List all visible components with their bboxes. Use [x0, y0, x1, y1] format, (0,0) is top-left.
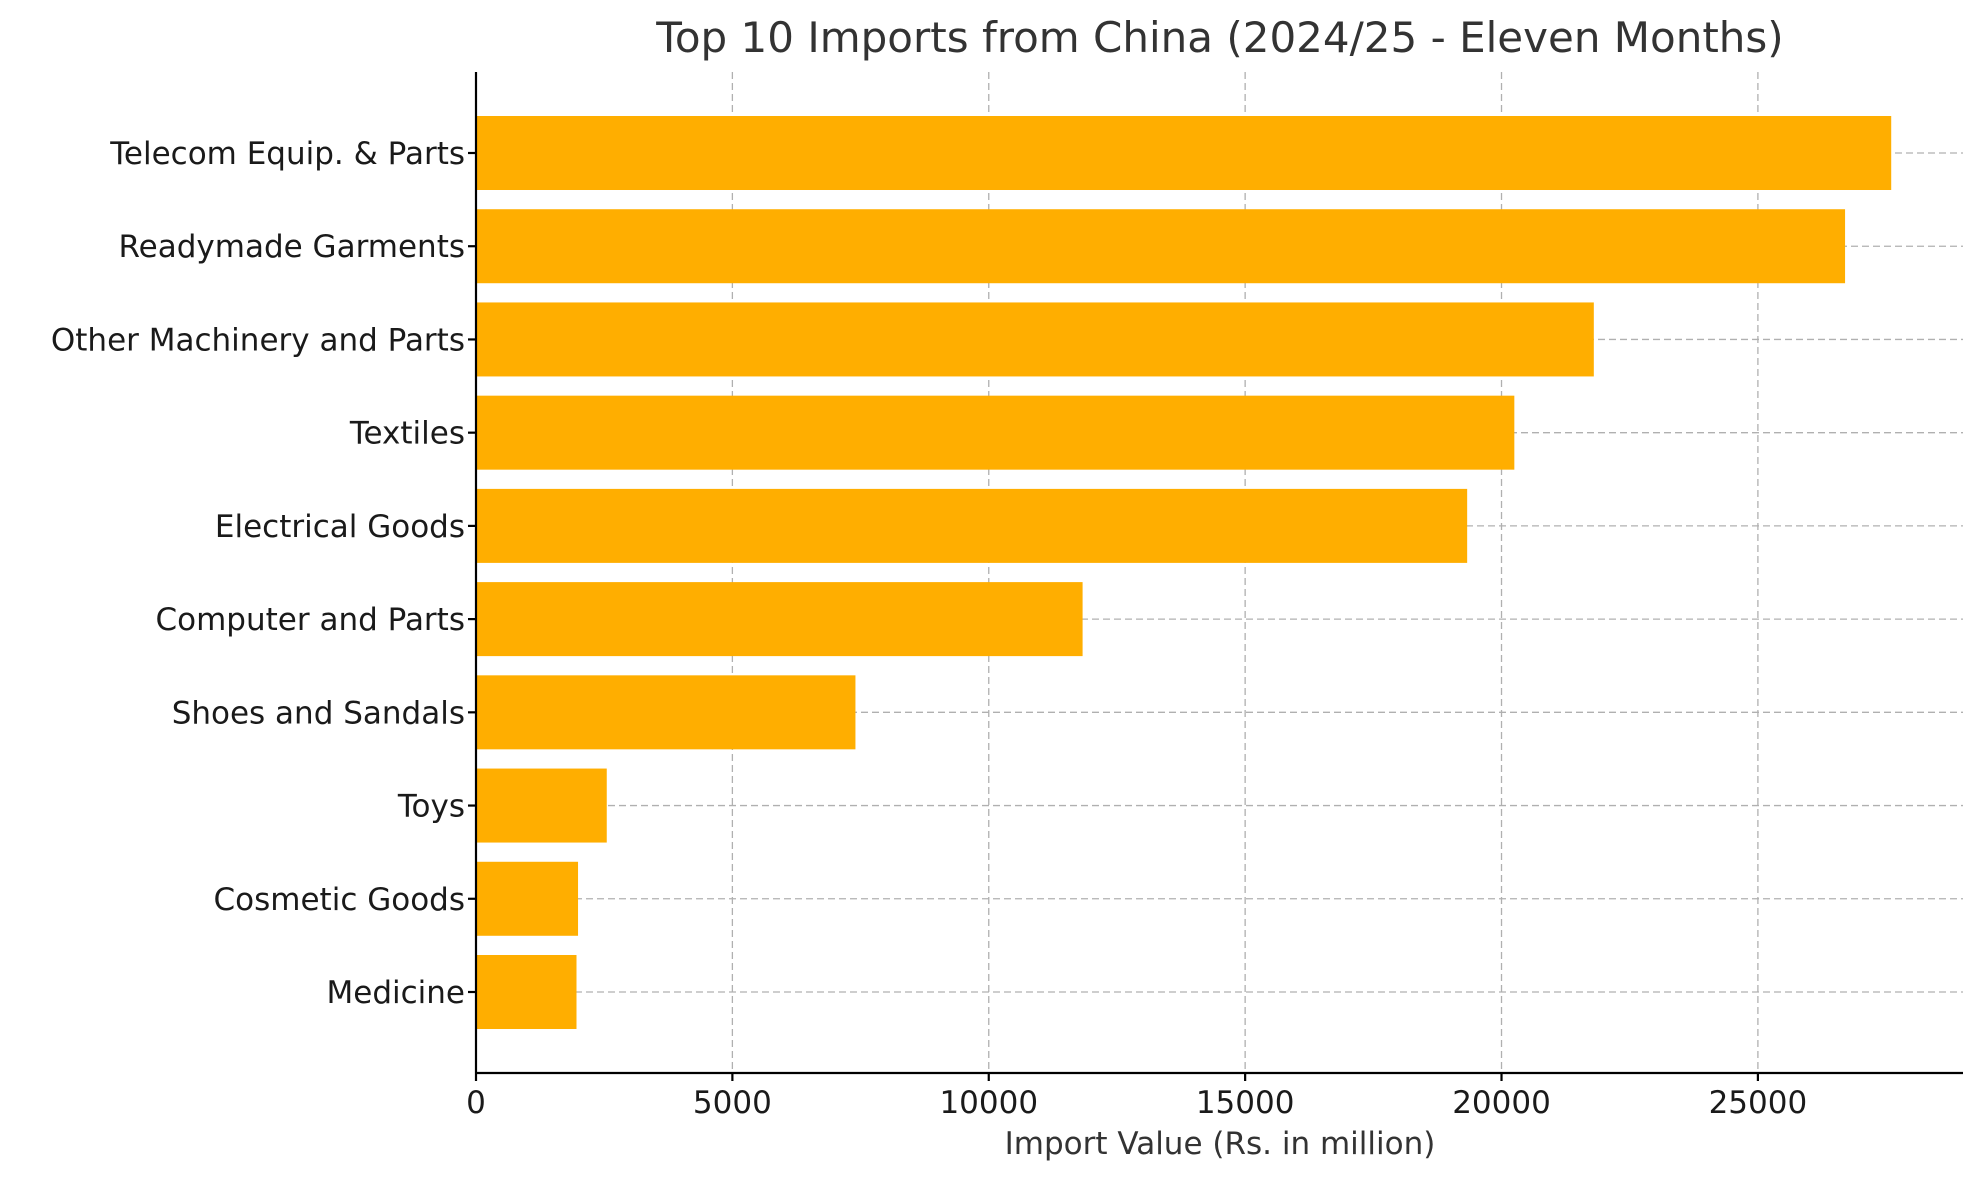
bar — [476, 395, 1515, 470]
x-tick-label: 25000 — [1709, 1085, 1808, 1121]
category-label: Cosmetic Goods — [214, 882, 465, 918]
bar — [476, 675, 856, 750]
x-tick-label: 20000 — [1452, 1085, 1551, 1121]
category-label: Medicine — [327, 975, 466, 1011]
x-tick-labels: 0 5000 10000 15000 20000 25000 — [466, 1085, 1807, 1121]
category-label: Textiles — [349, 416, 465, 452]
category-label: Electrical Goods — [215, 509, 465, 545]
category-label: Readymade Garments — [119, 229, 465, 265]
category-label: Telecom Equip. & Parts — [109, 136, 465, 172]
category-label: Other Machinery and Parts — [51, 322, 465, 358]
x-axis-label: Import Value (Rs. in million) — [1005, 1126, 1436, 1162]
x-tick-label: 0 — [466, 1085, 486, 1121]
bar — [476, 768, 607, 843]
category-label: Shoes and Sandals — [172, 695, 465, 731]
bar — [476, 209, 1846, 284]
bars — [476, 116, 1892, 1029]
bar — [476, 302, 1594, 377]
x-tick-label: 15000 — [1196, 1085, 1295, 1121]
x-tick-label: 5000 — [693, 1085, 772, 1121]
bar — [476, 582, 1083, 657]
category-label: Toys — [397, 789, 465, 825]
bar — [476, 955, 577, 1029]
chart-title: Top 10 Imports from China (2024/25 - Ele… — [655, 13, 1783, 62]
axes — [468, 72, 1963, 1081]
category-labels: Telecom Equip. & Parts Readymade Garments… — [51, 136, 465, 1011]
bar — [476, 116, 1892, 190]
category-label: Computer and Parts — [156, 602, 466, 638]
x-tick-label: 10000 — [939, 1085, 1038, 1121]
bar — [476, 488, 1468, 563]
bar — [476, 861, 579, 936]
